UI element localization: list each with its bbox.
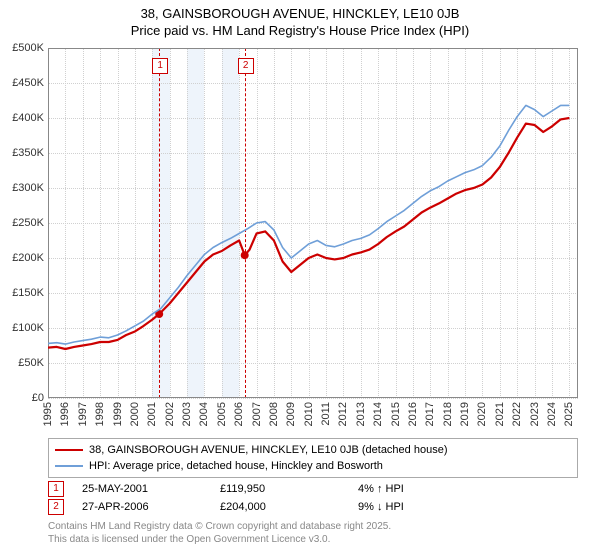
x-tick-label: 1998: [94, 402, 106, 426]
x-tick-label: 1999: [112, 402, 124, 426]
y-tick-label: £50K: [0, 357, 44, 369]
line-series: [48, 48, 578, 398]
sale-price: £119,950: [220, 483, 340, 495]
x-tick-label: 2007: [251, 402, 263, 426]
legend-label: HPI: Average price, detached house, Hinc…: [89, 458, 383, 474]
chart-title: 38, GAINSBOROUGH AVENUE, HINCKLEY, LE10 …: [0, 0, 600, 40]
legend-label: 38, GAINSBOROUGH AVENUE, HINCKLEY, LE10 …: [89, 442, 447, 458]
title-line-1: 38, GAINSBOROUGH AVENUE, HINCKLEY, LE10 …: [0, 6, 600, 23]
x-tick-label: 2020: [476, 402, 488, 426]
x-tick-label: 1997: [77, 402, 89, 426]
legend-swatch: [55, 449, 83, 451]
x-tick-label: 1995: [42, 402, 54, 426]
y-tick-label: £250K: [0, 217, 44, 229]
x-tick-label: 2023: [529, 402, 541, 426]
legend-item-hpi: HPI: Average price, detached house, Hinc…: [55, 458, 571, 474]
sales-table: 1 25-MAY-2001 £119,950 4% ↑ HPI 2 27-APR…: [48, 480, 578, 516]
x-tick-label: 2006: [233, 402, 245, 426]
legend-swatch: [55, 465, 83, 467]
y-tick-label: £400K: [0, 112, 44, 124]
legend: 38, GAINSBOROUGH AVENUE, HINCKLEY, LE10 …: [48, 438, 578, 478]
y-tick-label: £0: [0, 392, 44, 404]
footer-attribution: Contains HM Land Registry data © Crown c…: [48, 520, 578, 546]
y-tick-label: £500K: [0, 42, 44, 54]
footer-line-1: Contains HM Land Registry data © Crown c…: [48, 520, 578, 533]
title-line-2: Price paid vs. HM Land Registry's House …: [0, 23, 600, 40]
x-tick-label: 2010: [303, 402, 315, 426]
x-tick-label: 2015: [390, 402, 402, 426]
x-tick-label: 2024: [546, 402, 558, 426]
footer-line-2: This data is licensed under the Open Gov…: [48, 533, 578, 546]
sale-date: 27-APR-2006: [82, 501, 202, 513]
y-tick-label: £450K: [0, 77, 44, 89]
sale-row: 2 27-APR-2006 £204,000 9% ↓ HPI: [48, 498, 578, 516]
x-tick-label: 2000: [129, 402, 141, 426]
x-tick-label: 2018: [442, 402, 454, 426]
x-tick-label: 2012: [337, 402, 349, 426]
sale-date: 25-MAY-2001: [82, 483, 202, 495]
y-tick-label: £350K: [0, 147, 44, 159]
x-tick-label: 2022: [511, 402, 523, 426]
y-tick-label: £300K: [0, 182, 44, 194]
sale-marker-icon: 2: [48, 499, 64, 515]
x-tick-label: 1996: [59, 402, 71, 426]
sale-diff: 9% ↓ HPI: [358, 501, 578, 513]
x-tick-label: 2005: [216, 402, 228, 426]
y-tick-label: £200K: [0, 252, 44, 264]
x-tick-label: 2017: [424, 402, 436, 426]
x-tick-label: 2011: [320, 402, 332, 426]
legend-item-price-paid: 38, GAINSBOROUGH AVENUE, HINCKLEY, LE10 …: [55, 442, 571, 458]
sale-price: £204,000: [220, 501, 340, 513]
x-tick-label: 2003: [181, 402, 193, 426]
x-tick-label: 2004: [198, 402, 210, 426]
x-tick-label: 2019: [459, 402, 471, 426]
x-tick-label: 2025: [563, 402, 575, 426]
sale-diff: 4% ↑ HPI: [358, 483, 578, 495]
sale-row: 1 25-MAY-2001 £119,950 4% ↑ HPI: [48, 480, 578, 498]
x-tick-label: 2021: [494, 402, 506, 426]
x-tick-label: 2008: [268, 402, 280, 426]
x-tick-label: 2016: [407, 402, 419, 426]
chart-container: 38, GAINSBOROUGH AVENUE, HINCKLEY, LE10 …: [0, 0, 600, 560]
x-tick-label: 2001: [146, 402, 158, 426]
y-tick-label: £150K: [0, 287, 44, 299]
x-tick-label: 2013: [355, 402, 367, 426]
x-tick-label: 2002: [164, 402, 176, 426]
x-tick-label: 2014: [372, 402, 384, 426]
x-tick-label: 2009: [285, 402, 297, 426]
sale-marker-icon: 1: [48, 481, 64, 497]
y-tick-label: £100K: [0, 322, 44, 334]
